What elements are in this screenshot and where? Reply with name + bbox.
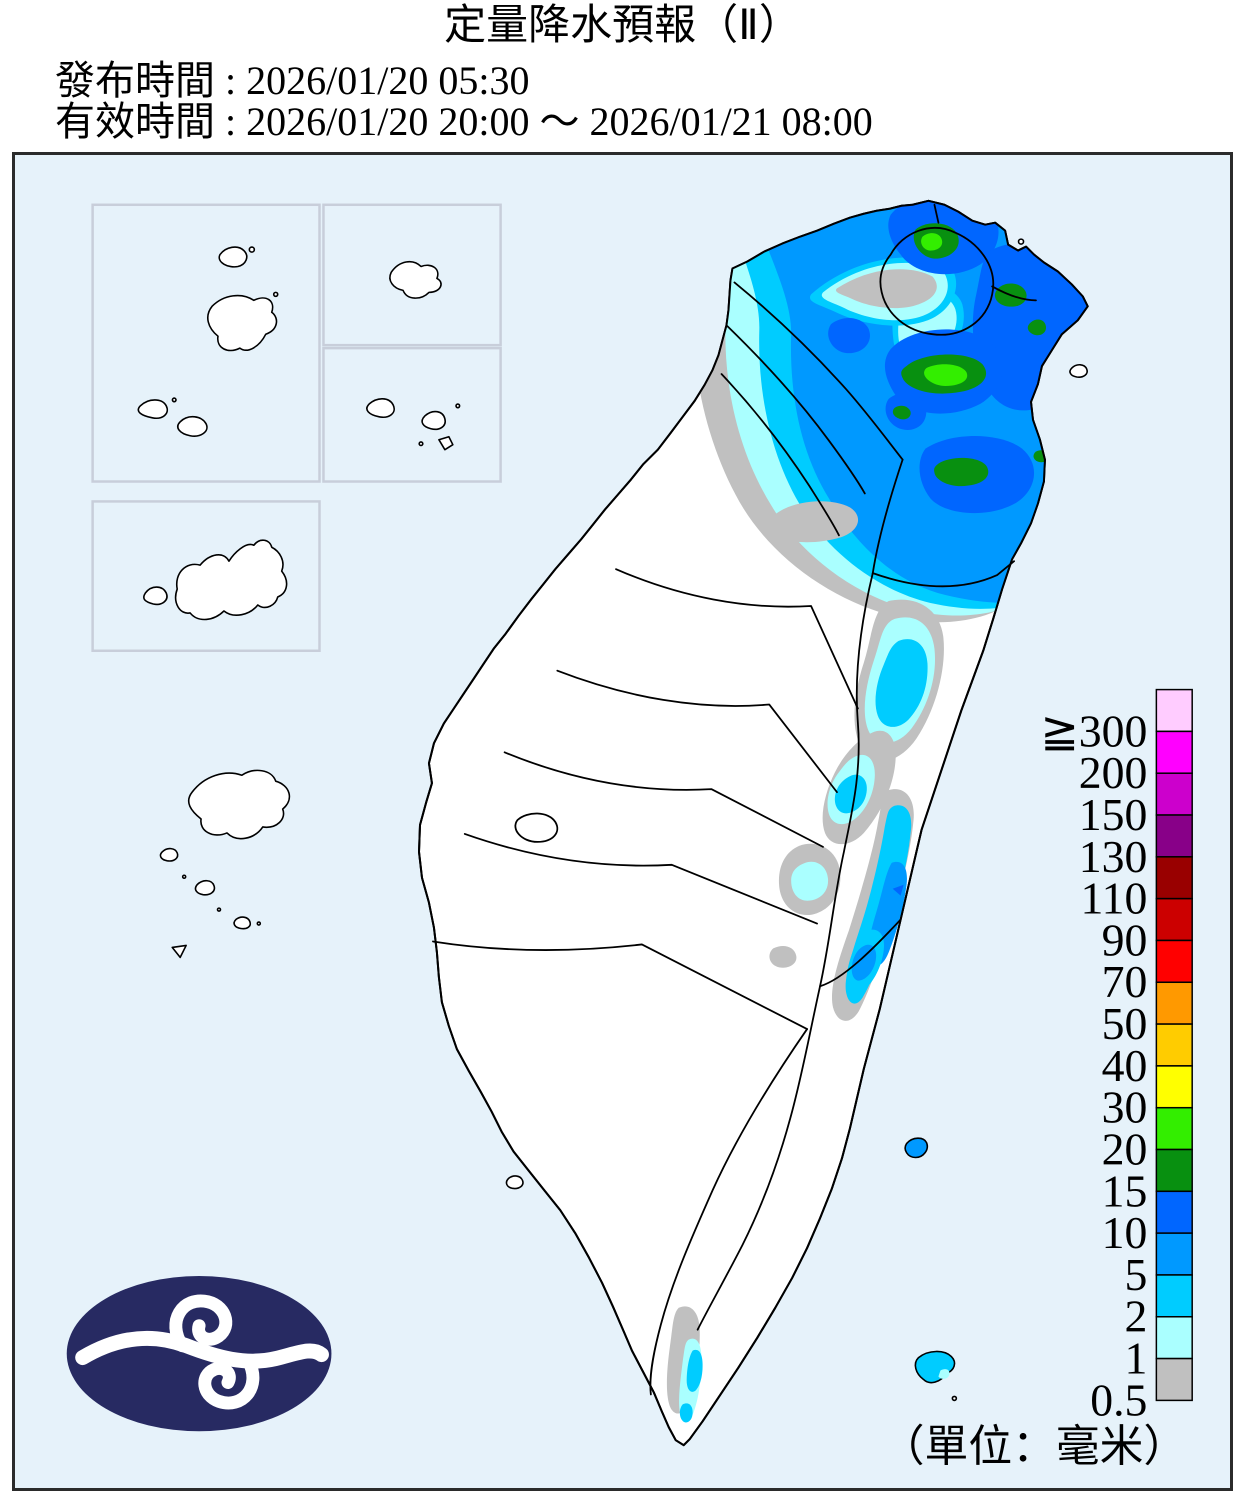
legend-label: 5 [1125, 1249, 1148, 1300]
legend-swatch [1155, 856, 1193, 900]
legend-swatch [1155, 981, 1193, 1025]
legend-swatch [1155, 1023, 1193, 1067]
inset-islands [137, 246, 461, 621]
legend-swatch [1155, 1065, 1193, 1109]
legend-label: 130 [1079, 831, 1148, 882]
legend-swatch [1155, 772, 1193, 816]
legend-label: 40 [1102, 1040, 1148, 1091]
legend-label: 1 [1125, 1333, 1148, 1384]
inset-box-bottom-left [91, 500, 321, 653]
county-boundaries [432, 203, 1037, 1396]
legend-swatch [1155, 897, 1193, 942]
inset-boxes [91, 203, 502, 653]
legend-swatch [1155, 939, 1193, 984]
legend-swatch [1155, 1357, 1193, 1402]
guishan-islet [1069, 364, 1088, 378]
legend-label: 150 [1079, 789, 1148, 840]
issued-time-line: 發布時間 : 2026/01/20 05:30 [55, 58, 530, 103]
legend-swatch [1155, 1148, 1193, 1193]
legend-swatch [1155, 688, 1193, 733]
inset-box-mid-right [322, 346, 502, 483]
offshore-islands [505, 238, 1088, 1402]
taiwan-coastline [418, 199, 1089, 1447]
legend-unit-note: （單位：毫米） [881, 1422, 1187, 1471]
forecast-map: ≧300 200 150 130 110 90 70 50 40 30 20 15 10 5 2 1 0.5 （… [12, 152, 1233, 1491]
liuqiu-islet [505, 1175, 524, 1190]
inset-box-top-right [322, 203, 502, 347]
inset-box-top-left [91, 203, 321, 483]
legend-swatch [1155, 1106, 1193, 1151]
green-island [904, 1137, 929, 1159]
legend-label: 70 [1102, 956, 1148, 1007]
legend-label: 2 [1125, 1291, 1148, 1342]
penghu-islands [159, 769, 291, 959]
legend-swatch [1155, 730, 1193, 774]
legend-label: 0.5 [1090, 1374, 1147, 1425]
page-title: 定量降水預報（Ⅱ） [444, 3, 801, 49]
cwb-logo [66, 1275, 332, 1432]
legend-label: 20 [1102, 1123, 1148, 1174]
legend-label: 110 [1080, 873, 1147, 924]
legend-label: 90 [1102, 914, 1148, 965]
valid-time-line: 有效時間 : 2026/01/20 20:00 ～ 2026/01/21 08:… [55, 99, 873, 144]
legend-swatch [1155, 1316, 1193, 1360]
orchid-island [914, 1350, 956, 1384]
cwb-logo-cloud-swirl [75, 1330, 329, 1369]
legend-label: ≧300 [1040, 705, 1147, 756]
legend-label: 200 [1079, 747, 1148, 798]
legend-swatch [1155, 814, 1193, 858]
legend-label: 15 [1102, 1165, 1148, 1216]
legend-label: 50 [1102, 998, 1148, 1049]
legend-label: 10 [1102, 1207, 1148, 1258]
legend-label: 30 [1102, 1082, 1148, 1133]
legend-swatch [1155, 1232, 1193, 1276]
legend-swatch [1155, 1274, 1193, 1318]
legend-swatch [1155, 1190, 1193, 1234]
